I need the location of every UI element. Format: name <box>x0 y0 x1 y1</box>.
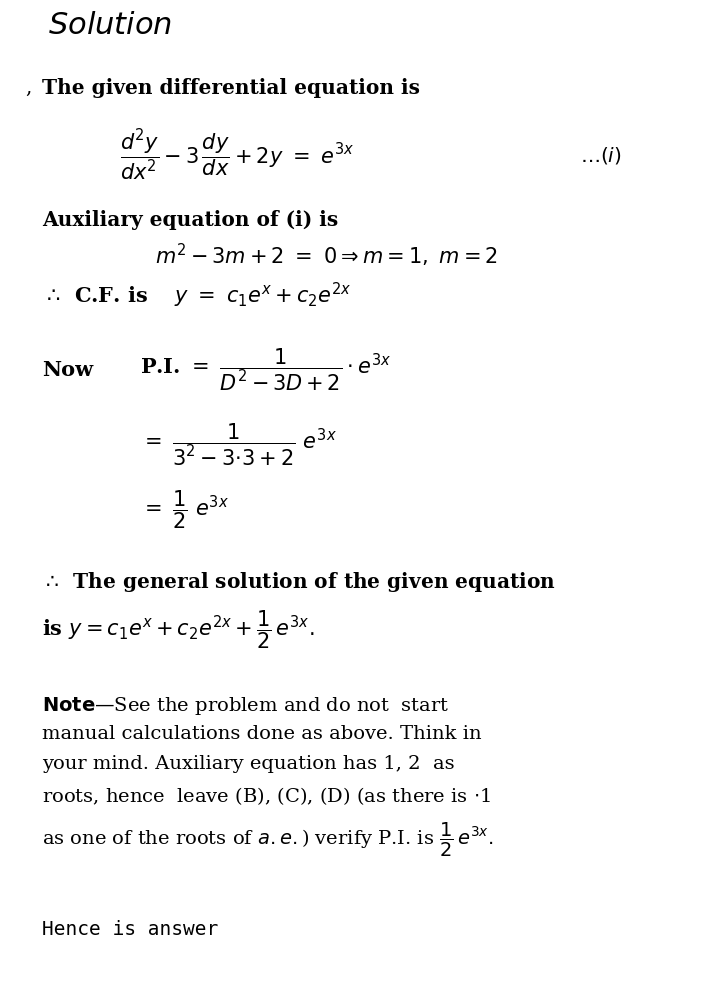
Text: $\ldots(i)$: $\ldots(i)$ <box>580 144 622 165</box>
Text: Hence is answer: Hence is answer <box>42 920 218 939</box>
Text: as one of the roots of $a.e.$) verify P.I. is $\dfrac{1}{2}\,e^{3x}.$: as one of the roots of $a.e.$) verify P.… <box>42 821 494 859</box>
Text: $\mathit{Solution}$: $\mathit{Solution}$ <box>48 10 172 41</box>
Text: $\mathbf{Note}$—See the problem and do not  start: $\mathbf{Note}$—See the problem and do n… <box>42 695 449 717</box>
Text: ,: , <box>25 78 32 97</box>
Text: $= \ \dfrac{1}{3^2 - 3{\cdot}3 + 2}\ e^{3x}$: $= \ \dfrac{1}{3^2 - 3{\cdot}3 + 2}\ e^{… <box>140 422 337 468</box>
Text: $\therefore\,$ The general solution of the given equation: $\therefore\,$ The general solution of t… <box>42 570 556 594</box>
Text: is $y = c_1 e^x + c_2 e^{2x} + \dfrac{1}{2}\, e^{3x}.$: is $y = c_1 e^x + c_2 e^{2x} + \dfrac{1}… <box>42 609 315 651</box>
Text: Now: Now <box>42 360 93 380</box>
Text: manual calculations done as above. Think in: manual calculations done as above. Think… <box>42 725 482 743</box>
Text: your mind. Auxiliary equation has 1, 2  as: your mind. Auxiliary equation has 1, 2 a… <box>42 755 454 773</box>
Text: $\dfrac{d^2y}{dx^2} - 3\,\dfrac{dy}{dx} + 2y \ = \ e^{3x}$: $\dfrac{d^2y}{dx^2} - 3\,\dfrac{dy}{dx} … <box>120 127 354 182</box>
Text: $= \ \dfrac{1}{2}\ e^{3x}$: $= \ \dfrac{1}{2}\ e^{3x}$ <box>140 489 229 531</box>
Text: $\therefore\,$ C.F. is $\quad y \ = \ c_1 e^x + c_2 e^{2x}$: $\therefore\,$ C.F. is $\quad y \ = \ c_… <box>42 281 351 310</box>
Text: Auxiliary equation of (i) is: Auxiliary equation of (i) is <box>42 210 338 230</box>
Text: $m^2 - 3m + 2 \ = \ 0 \Rightarrow m = 1,\ m = 2$: $m^2 - 3m + 2 \ = \ 0 \Rightarrow m = 1,… <box>155 241 498 269</box>
Text: P.I. $= \ \dfrac{1}{D^2 - 3D + 2} \cdot e^{3x}$: P.I. $= \ \dfrac{1}{D^2 - 3D + 2} \cdot … <box>140 347 392 393</box>
Text: The given differential equation is: The given differential equation is <box>42 78 420 98</box>
Text: roots, hence  leave (B), (C), (D) (as there is $\cdot$1: roots, hence leave (B), (C), (D) (as the… <box>42 785 491 807</box>
